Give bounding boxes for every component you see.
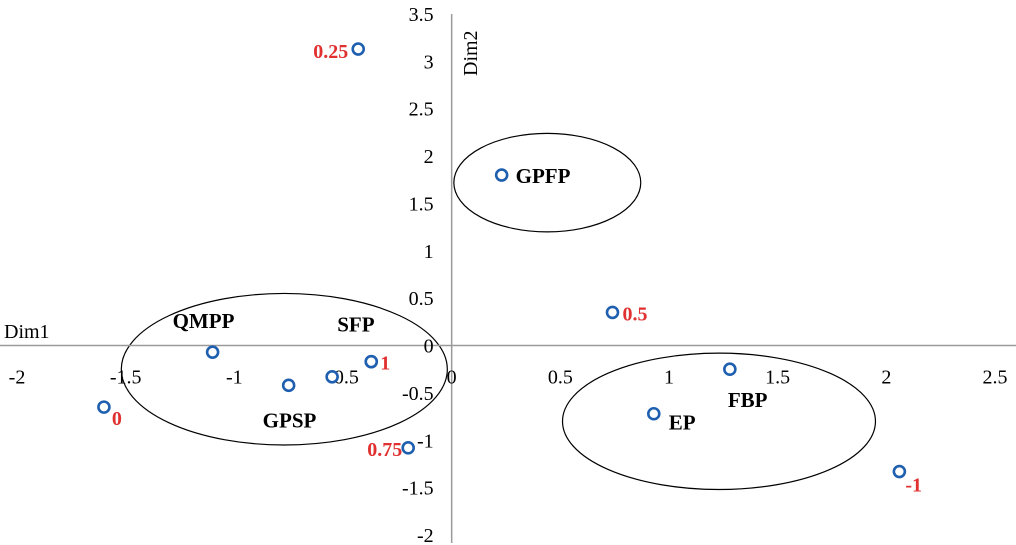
y-tick-label: 1.5 — [409, 193, 434, 215]
y-tick-label: -0.5 — [402, 383, 434, 405]
value-label: -1 — [905, 475, 922, 497]
y-tick-label: 0 — [424, 336, 434, 358]
data-point — [97, 400, 111, 414]
value-label: 0 — [112, 408, 122, 430]
data-points — [97, 42, 907, 479]
x-tick-label: -2 — [9, 367, 26, 389]
y-tick-label: 3 — [424, 51, 434, 73]
x-axis-title: Dim1 — [4, 321, 50, 343]
data-point — [605, 305, 620, 320]
cluster-ellipses — [120, 132, 877, 491]
y-axis-title: Dim2 — [460, 30, 482, 76]
data-point — [281, 378, 296, 393]
data-point — [892, 464, 907, 479]
data-point — [723, 362, 737, 377]
y-tick-label: 0.5 — [409, 288, 434, 310]
y-tick-label: 2 — [424, 146, 434, 168]
category-label: GPFP — [516, 164, 571, 188]
category-label: QMPP — [173, 309, 235, 333]
x-tick-label: 0.5 — [548, 367, 573, 389]
y-tick-label: -1 — [417, 430, 434, 452]
GPFP-cluster-ellipse — [453, 132, 642, 233]
data-point — [494, 168, 509, 182]
y-tick-label: -1.5 — [402, 478, 434, 500]
y-tick-label: 2.5 — [409, 99, 434, 121]
GPSP-cluster-ellipse — [120, 292, 448, 446]
y-tick-labels: -2 -1.5 -1 -0.5 0 0.5 1 1.5 2 2.5 3 3.5 — [402, 4, 434, 545]
point-labels: GPFP QMPP SFP GPSP FBP EP 0.25 0.5 0.75 1 0 -1 — [112, 41, 922, 496]
category-label: FBP — [728, 388, 768, 412]
category-label: SFP — [337, 313, 375, 337]
value-label: 0.75 — [367, 439, 402, 461]
data-point — [401, 441, 416, 455]
x-tick-label: 2 — [881, 367, 891, 389]
x-tick-label: 1 — [664, 367, 674, 389]
y-tick-label: 3.5 — [409, 4, 434, 26]
EP-FBP-cluster-ellipse — [561, 352, 877, 491]
data-point — [351, 42, 366, 56]
value-label: 1 — [380, 353, 390, 375]
data-point — [325, 370, 339, 384]
data-point — [364, 354, 379, 369]
x-tick-label: 1.5 — [765, 367, 790, 389]
data-point — [205, 345, 220, 359]
value-label: 0.25 — [313, 41, 348, 63]
value-label: 0.5 — [622, 303, 647, 325]
data-point — [646, 406, 661, 421]
category-label: GPSP — [263, 408, 317, 432]
x-tick-label: -1.5 — [110, 367, 142, 389]
y-tick-label: 1 — [424, 241, 434, 263]
x-tick-label: 2.5 — [983, 367, 1008, 389]
axes — [0, 14, 1016, 543]
x-tick-label: -1 — [226, 367, 243, 389]
x-tick-labels: -2 -1.5 -1 -0.5 0 0.5 1 1.5 2 2.5 — [9, 367, 1008, 389]
category-label: EP — [669, 411, 696, 435]
x-tick-label: 0 — [447, 367, 457, 389]
y-tick-label: -2 — [417, 525, 434, 545]
